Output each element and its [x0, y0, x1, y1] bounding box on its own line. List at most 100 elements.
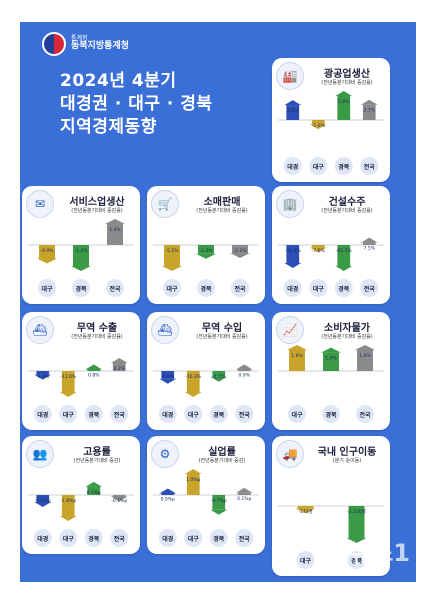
region-map-전국: [360, 157, 379, 175]
data-label-경북: -0.7%p: [211, 498, 227, 504]
region-map-전국: [110, 405, 129, 423]
region-map-대경: [33, 529, 52, 547]
category-label-대구: 대구: [188, 411, 200, 419]
bar-경북: [198, 245, 214, 254]
category-label-전국: 전국: [364, 163, 376, 171]
bar-arrow-경북: [85, 481, 103, 487]
category-label-대구: 대구: [313, 285, 325, 293]
region-map-전국: [106, 279, 124, 297]
region-map-대경: [33, 405, 52, 423]
data-label-대구: -5.5%: [165, 248, 179, 254]
bar-대경: [36, 495, 50, 502]
region-map-대구: [163, 279, 181, 297]
bar-arrow-대구: [295, 508, 316, 514]
region-map-경북: [334, 157, 353, 175]
bar-대구: [39, 245, 55, 259]
bar-전국: [112, 495, 126, 497]
title-line-2: 대경권 · 대구 · 경북: [60, 94, 213, 114]
region-map-경북: [209, 529, 228, 547]
region-map-경북: [197, 279, 215, 297]
bar-대구: [297, 506, 314, 509]
bar-전국: [232, 245, 248, 254]
region-map-전국: [235, 529, 254, 547]
card-subtitle: (전년동분기대비 증감률): [321, 80, 373, 86]
region-map-경북: [84, 405, 103, 423]
logo-sub-text: 통계청: [71, 34, 88, 42]
category-label-대구: 대구: [188, 535, 200, 543]
unemployment-icon: ⚙: [151, 440, 179, 468]
card-title: 서비스업생산: [69, 197, 125, 208]
bar-대경: [161, 493, 175, 495]
bar-arrow-대구: [59, 392, 77, 397]
bar-arrow-전국: [235, 364, 253, 370]
data-label-대경: 3.6%: [287, 108, 299, 114]
card-subtitle: (전년동분기대비 증감률): [196, 208, 248, 214]
bar-전국: [362, 104, 376, 120]
data-label-경북: -2.3%: [199, 248, 213, 254]
card-chart: -0.9% 대구 -1.4% 경북 1.4% 전국: [28, 219, 134, 297]
card-chart: 1.6% 대구 1.4% 경북 1.6% 전국: [278, 345, 384, 423]
data-label-전국: -2.1%: [233, 248, 247, 254]
bar-arrow-대경: [34, 374, 52, 380]
category-label-대경: 대경: [162, 535, 173, 543]
bar-arrow-전국: [105, 219, 125, 224]
moving-truck-icon: 🚚: [276, 440, 304, 468]
region-map-경북: [209, 405, 228, 423]
card-title: 광공업생산: [324, 69, 370, 80]
bar-전국: [237, 369, 251, 371]
category-label-전국: 전국: [239, 535, 251, 543]
region-map-대구: [309, 157, 328, 175]
indicator-card-2: -5.5% 대구 -2.3% 경북 -2.1% 전국 🛒 소매판매 (전년동분기대비 증감률): [147, 186, 265, 304]
card-chart: -56.0% 대경 -7.6% 대구 -65.3% 경북 7.5% 전국: [278, 237, 384, 297]
bar-arrow-대구: [59, 516, 77, 521]
data-label-경북: 1.4%: [325, 356, 337, 362]
category-label-대경: 대경: [287, 163, 298, 171]
data-label-대구: -0.9%: [40, 248, 54, 254]
bar-대구: [164, 245, 180, 266]
indicator-card-4: -1.9% 대경 -11.0% 대구 0.8% 경북 4.2% 전국 ⛴ 무역 수출 (전년동분기대…: [22, 312, 140, 430]
region-map-경북: [72, 279, 90, 297]
data-label-대경: -1.9%: [36, 374, 50, 380]
region-map-대구: [309, 279, 328, 297]
bar-arrow-전국: [360, 99, 378, 105]
bar-arrow-경북: [321, 347, 341, 353]
card-title: 국내 인구이동: [317, 447, 377, 458]
title-line-3: 지역경제동향: [60, 117, 157, 137]
bar-경북: [337, 96, 351, 120]
data-label-전국: 4.2%: [114, 366, 126, 372]
bar-전국: [112, 362, 126, 371]
category-label-전국: 전국: [364, 285, 376, 293]
bar-arrow-전국: [230, 253, 250, 259]
factory-icon: 🏭: [276, 62, 304, 90]
region-map-대경: [158, 405, 177, 423]
card-subtitle: (전년동분기대비 증감률): [321, 208, 373, 214]
building-icon: 🏢: [276, 190, 304, 218]
data-label-경북: -4.5%: [212, 374, 226, 380]
card-subtitle: (분기 순이동): [332, 458, 362, 464]
bar-대구: [61, 495, 75, 516]
bar-대경: [286, 245, 300, 264]
region-map-전국: [235, 405, 254, 423]
bar-arrow-경북: [335, 266, 353, 271]
region-map-대구: [288, 405, 306, 423]
region-map-대경: [283, 157, 302, 175]
data-label-경북: 5.8%: [338, 99, 350, 105]
data-label-대구: 1.0%p: [186, 477, 200, 483]
data-label-경북: -1.4%: [74, 248, 88, 254]
card-subtitle: (전년동분기대비 증감률): [71, 334, 123, 340]
bar-경북: [337, 245, 351, 266]
bar-arrow-대경: [284, 100, 302, 106]
region-map-경북: [84, 529, 103, 547]
category-label-대구: 대구: [63, 411, 75, 419]
import-ship-icon: ⛴: [151, 316, 179, 344]
employment-icon: 👥: [26, 440, 54, 468]
card-subtitle: (전년동분기대비 증감): [73, 458, 121, 464]
indicator-card-7: -0.6%p 대경 -1.8%p 대구 0.7%p 경북 -0.1%p 전국 👥 고용률 (전년동분…: [22, 436, 140, 554]
bar-arrow-대구: [37, 258, 57, 264]
region-map-전국: [231, 279, 249, 297]
category-label-대구: 대구: [166, 285, 178, 293]
data-label-대경: -56.0%: [285, 248, 302, 254]
category-label-대경: 대경: [37, 535, 48, 543]
category-label-경북: 경북: [88, 535, 100, 543]
card-title: 고용률: [83, 447, 111, 458]
